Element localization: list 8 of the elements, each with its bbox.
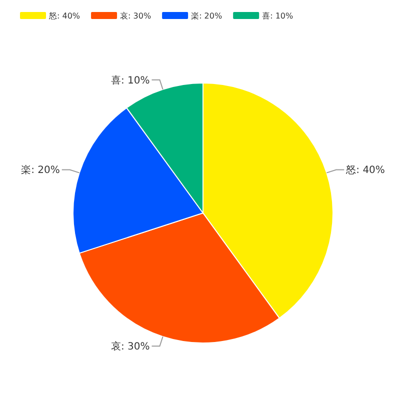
data-label: 哀: 30%: [110, 340, 150, 353]
legend-label: 哀: 30%: [120, 12, 152, 20]
legend-label: 怒: 40%: [48, 12, 80, 20]
legend-label: 楽: 20%: [191, 12, 222, 20]
data-label: 楽: 20%: [21, 164, 60, 176]
legend-label: 喜: 10%: [262, 12, 294, 20]
data-label: 怒: 40%: [345, 164, 385, 176]
data-label: 喜: 10%: [110, 74, 150, 86]
